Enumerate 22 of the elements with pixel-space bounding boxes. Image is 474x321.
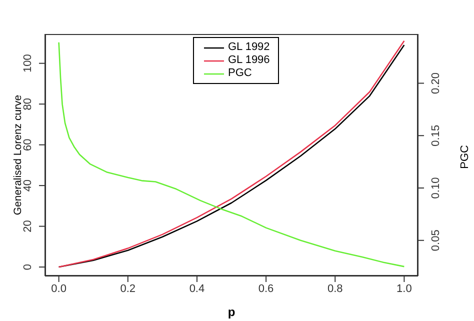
y-tick-label: 100 (22, 54, 34, 73)
y-tick-label: 40 (22, 179, 34, 192)
y2-tick-label: 0.15 (430, 124, 442, 146)
x-tick-label: 0.6 (258, 282, 274, 295)
y2-tick-label: 0.20 (430, 72, 442, 94)
y2-axis-title: PGC (458, 144, 471, 169)
x-tick-label: 0.0 (51, 282, 66, 295)
legend-label: PGC (228, 67, 252, 80)
x-tick-label: 1.0 (396, 282, 412, 295)
y-tick-label: 0 (22, 264, 34, 270)
y-tick-label: 80 (22, 98, 34, 110)
x-axis-title: p (228, 305, 236, 319)
y2-tick-label: 0.05 (430, 230, 442, 252)
y2-tick-label: 0.10 (430, 177, 442, 199)
x-tick-label: 0.4 (189, 282, 205, 295)
y-axis-title: Generalised Lorenz curve (12, 94, 24, 216)
y-tick-label: 60 (22, 138, 34, 151)
x-tick-label: 0.2 (120, 282, 136, 295)
x-tick-label: 0.8 (327, 282, 343, 295)
y-tick-label: 20 (22, 220, 34, 232)
legend-label: GL 1992 (228, 41, 270, 54)
legend-label: GL 1996 (228, 54, 270, 67)
